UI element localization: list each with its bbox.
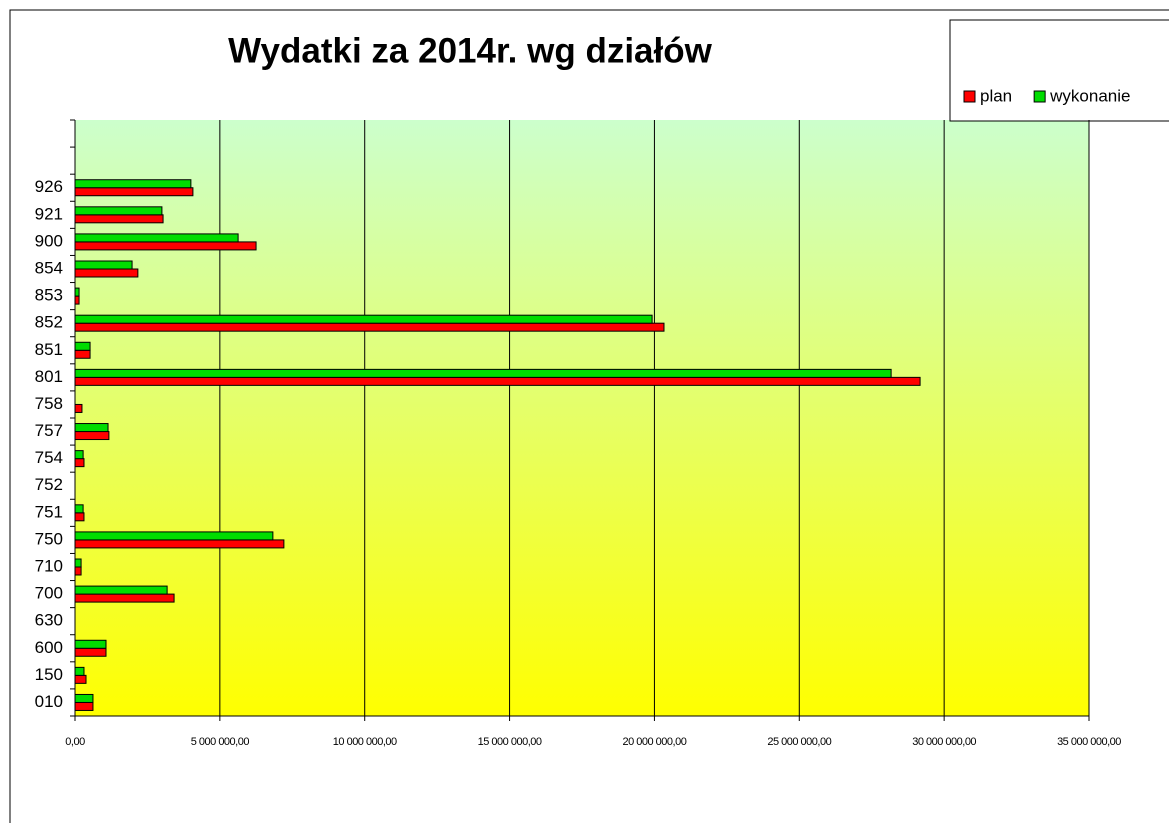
bar [74,431,110,441]
y-tick-label: 150 [35,665,63,684]
y-tick-label: 900 [35,231,63,250]
bar [74,268,139,278]
x-tick-label: 25 000 000,00 [767,736,831,748]
bar [74,214,164,224]
bar [74,187,194,197]
bar [74,693,94,703]
bar [74,260,133,270]
legend-swatch [963,90,976,103]
bar [74,314,653,324]
plot-area [75,120,1089,716]
legend: plan wykonanie [963,86,1130,105]
bar [74,639,107,649]
y-tick-label: 751 [35,502,63,521]
x-tick-label: 20 000 000,00 [622,736,686,748]
bar [74,341,91,351]
bar [74,666,85,676]
bar [74,512,85,522]
bar [74,558,82,568]
bar [74,376,921,386]
bar [74,450,84,460]
y-tick-label: 851 [35,340,63,359]
y-tick-label: 852 [35,313,63,332]
y-tick-label: 600 [35,638,63,657]
y-tick-label: 853 [35,286,63,305]
y-tick-label: 757 [35,421,63,440]
x-tick-label: 35 000 000,00 [1057,736,1121,748]
bar [74,566,82,576]
bar [74,504,84,514]
bar [74,423,109,433]
y-tick-label: 854 [35,258,63,277]
bar [74,295,80,305]
bar [74,241,257,251]
y-tick-label: 750 [35,529,63,548]
y-tick-label: 710 [35,556,63,575]
bar [74,674,87,684]
y-tick-label: 754 [35,448,63,467]
legend-label: plan [980,86,1012,105]
y-tick-label: 921 [35,204,63,223]
bar [74,322,665,332]
y-tick-label: 758 [35,394,63,413]
y-tick-label: 801 [35,367,63,386]
bar [74,368,892,378]
y-tick-label: 752 [35,475,63,494]
bar [74,539,285,549]
bar [74,206,163,216]
bar [74,179,192,189]
chart-title: Wydatki za 2014r. wg działów [228,31,712,70]
x-tick-label: 30 000 000,00 [912,736,976,748]
bar [74,531,274,541]
bar [74,458,85,468]
legend-swatch [1033,90,1046,103]
x-tick-label: 5 000 000,00 [191,736,250,748]
bar [74,647,107,657]
bar [74,585,168,595]
x-tick-label: 15 000 000,00 [478,736,542,748]
y-tick-label: 926 [35,177,63,196]
bar [74,701,94,711]
y-tick-label: 700 [35,584,63,603]
bar [74,287,80,297]
bar [74,403,83,413]
y-tick-label: 010 [35,692,63,711]
bar [74,593,175,603]
bar [74,233,239,243]
bar [74,349,91,359]
legend-box [949,19,1169,122]
x-tick-label: 10 000 000,00 [333,736,397,748]
legend-label: wykonanie [1049,86,1130,105]
y-tick-label: 630 [35,611,63,630]
x-tick-label: 0,00 [65,736,85,748]
